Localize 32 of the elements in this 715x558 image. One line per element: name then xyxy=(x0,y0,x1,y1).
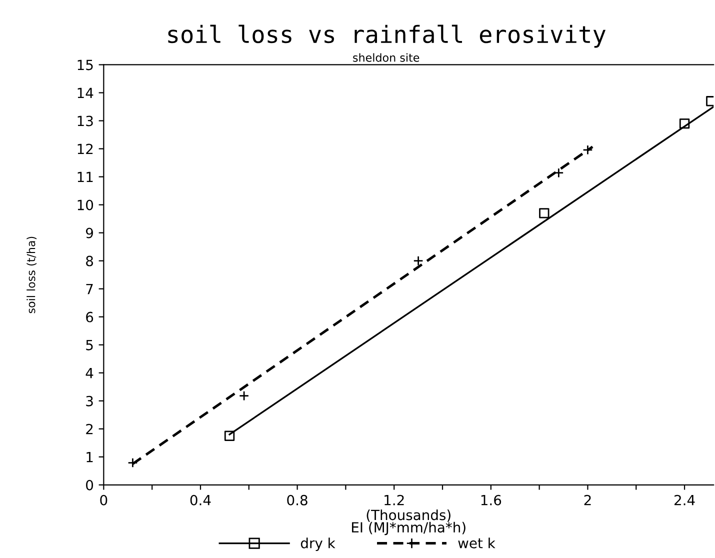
y-tick-label: 13 xyxy=(78,116,93,126)
y-tick-label: 1 xyxy=(86,452,93,462)
chart-title: soil loss vs rainfall erosivity xyxy=(168,24,606,48)
point xyxy=(224,430,235,441)
x-tick-label: 1.2 xyxy=(384,494,404,506)
y-tick-label: 2 xyxy=(86,424,93,434)
x-axis-title: (Thousands) EI (MJ*mm/ha*h) xyxy=(352,509,466,536)
y-tick-label: 8 xyxy=(86,256,93,266)
y-tick-label: 14 xyxy=(78,88,94,98)
y-tick-label: 10 xyxy=(78,200,94,210)
point xyxy=(679,118,690,129)
chart-subtitle: sheldon site xyxy=(353,53,420,62)
y-axis-title: soil loss (t/ha) xyxy=(26,236,37,314)
legend-label: dry k xyxy=(300,538,336,552)
y-tick-label: 9 xyxy=(86,228,93,238)
y-tick-label: 6 xyxy=(86,312,94,322)
x-tick-label: 0.4 xyxy=(190,494,211,506)
x-tick-label: 2.4 xyxy=(674,494,695,506)
point xyxy=(539,208,550,218)
y-tick-label: 0 xyxy=(86,480,94,490)
x-tick-label: 0 xyxy=(100,494,108,506)
legend-label: wet k xyxy=(458,538,496,548)
y-tick-label: 5 xyxy=(86,340,93,350)
y-tick-label: 11 xyxy=(78,172,93,182)
y-tick-label: 3 xyxy=(86,396,93,406)
y-tick-label: 15 xyxy=(78,60,93,70)
x-tick-label: 1.6 xyxy=(481,494,502,506)
y-tick-label: 4 xyxy=(86,368,94,378)
x-tick-label: 0.8 xyxy=(287,494,308,506)
x-tick-label: 2 xyxy=(584,494,591,506)
y-tick-label: 7 xyxy=(86,284,93,294)
y-tick-label: 12 xyxy=(78,144,93,154)
